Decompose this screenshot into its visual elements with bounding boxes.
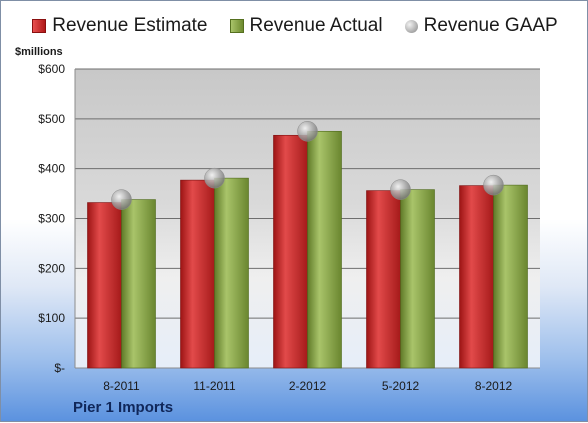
x-tick-label: 8-2011	[103, 379, 140, 393]
bar-revenue-estimate	[459, 185, 494, 369]
marker-revenue-gaap	[297, 121, 318, 142]
y-tick-label: $400	[38, 162, 65, 176]
legend-label-estimate: Revenue Estimate	[52, 15, 208, 36]
marker-revenue-gaap	[204, 167, 225, 189]
y-tick-label: $-	[54, 361, 65, 375]
bar-revenue-estimate	[366, 190, 401, 369]
marker-revenue-gaap	[111, 189, 132, 210]
legend: Revenue Estimate Revenue Actual Revenue …	[1, 15, 588, 37]
legend-swatch-actual	[229, 19, 244, 33]
legend-label-actual: Revenue Actual	[249, 15, 383, 36]
y-tick-label: $100	[38, 311, 65, 325]
bar-revenue-estimate	[180, 179, 215, 369]
legend-item-gaap: Revenue GAAP	[404, 15, 558, 37]
legend-item-estimate: Revenue Estimate	[32, 15, 208, 37]
x-tick-label: 11-2011	[193, 379, 236, 393]
marker-revenue-gaap	[390, 179, 411, 200]
y-axis-unit-label: $millions	[15, 46, 63, 58]
marker-revenue-gaap	[483, 174, 504, 196]
bar-revenue-actual	[307, 130, 342, 369]
x-tick-label: 5-2012	[382, 379, 420, 393]
legend-label-gaap: Revenue GAAP	[423, 15, 558, 36]
bar-revenue-actual	[214, 177, 249, 369]
y-tick-label: $200	[38, 261, 65, 275]
legend-swatch-estimate	[32, 19, 47, 33]
x-tick-label: 2-2012	[289, 379, 327, 393]
legend-item-actual: Revenue Actual	[229, 15, 383, 37]
bar-revenue-estimate	[87, 202, 122, 369]
legend-swatch-gaap	[404, 19, 418, 33]
y-tick-label: $500	[38, 112, 65, 126]
bar-revenue-estimate	[273, 134, 308, 369]
company-name: Pier 1 Imports	[73, 399, 174, 416]
bar-revenue-actual	[400, 189, 435, 369]
bar-revenue-actual	[121, 199, 156, 369]
bar-revenue-actual	[493, 184, 528, 369]
x-tick-label: 8-2012	[475, 379, 513, 393]
y-tick-label: $300	[38, 212, 65, 226]
y-tick-label: $600	[38, 62, 65, 76]
